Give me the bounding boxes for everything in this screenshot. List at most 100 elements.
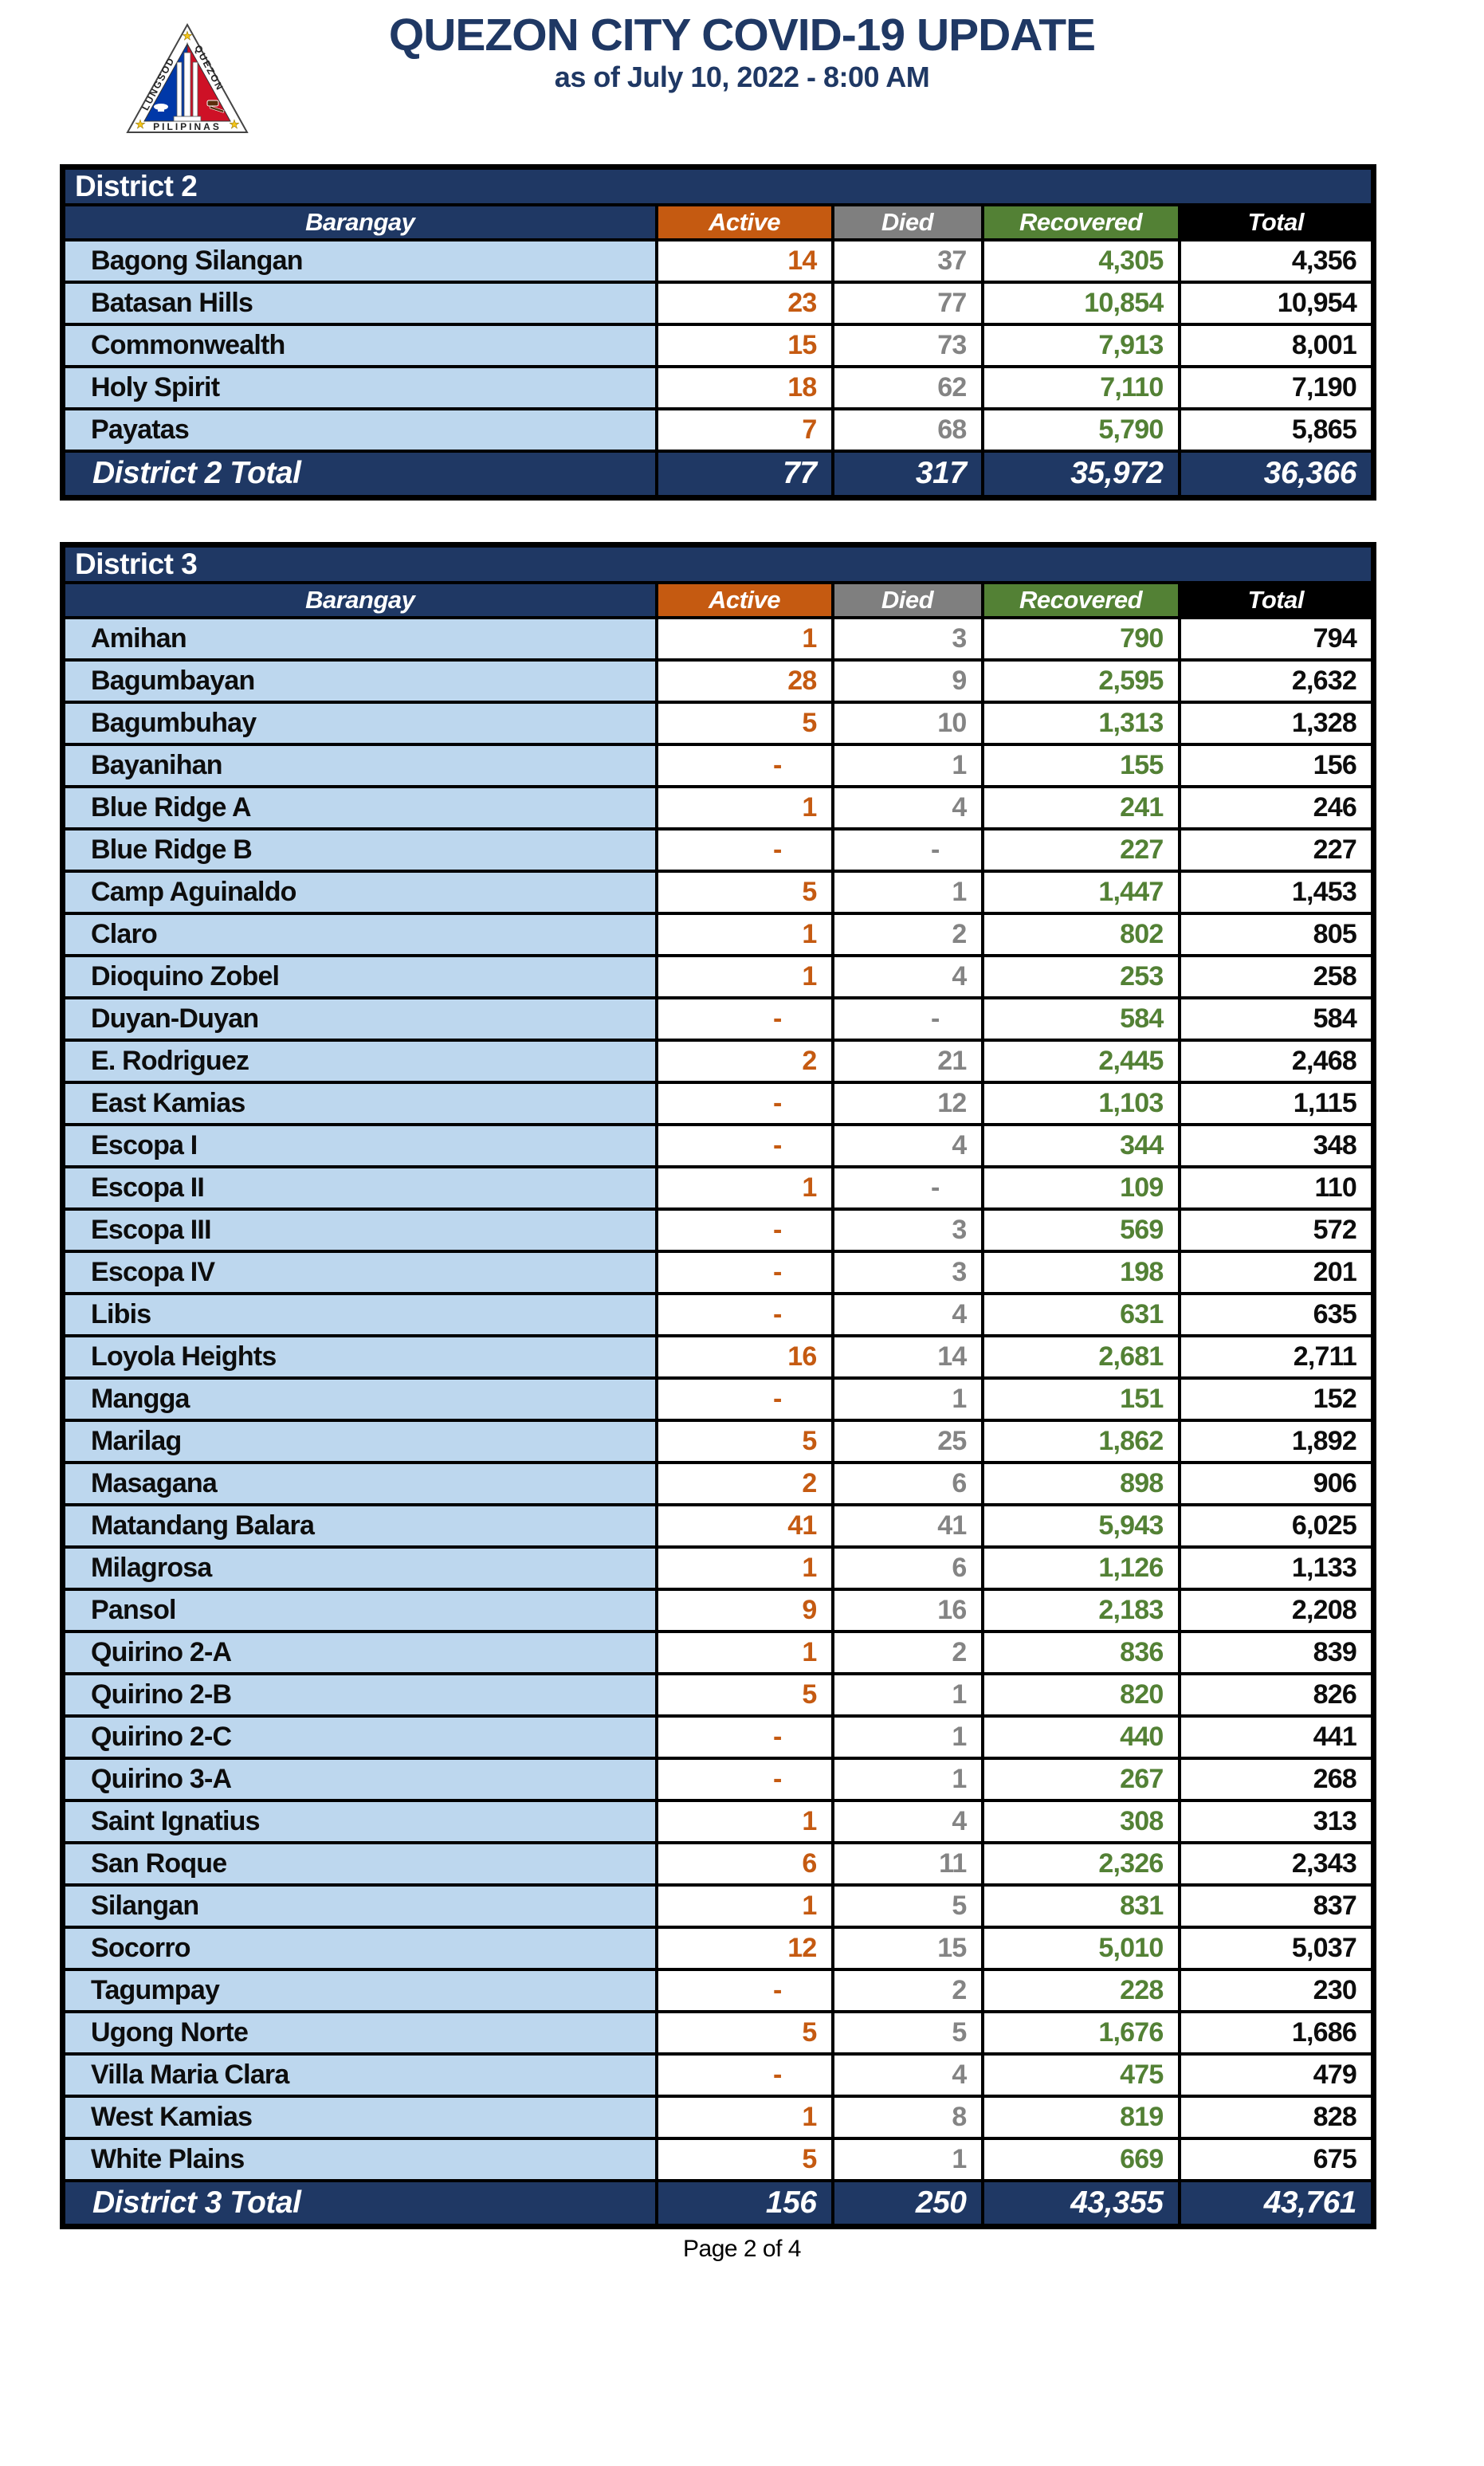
barangay-cell: E. Rodriguez — [61, 1038, 658, 1084]
active-cell: 28 — [654, 658, 834, 704]
barangay-cell: Holy Spirit — [61, 365, 658, 410]
column-header-recovered: Recovered — [980, 580, 1181, 619]
recovered-cell: 253 — [980, 953, 1181, 999]
total-cell: 2,343 — [1177, 1840, 1376, 1887]
died-cell: 1 — [830, 1376, 984, 1422]
table-row: Tagumpay -2 228 230 — [61, 1967, 1376, 2013]
barangay-cell: Escopa I — [61, 1122, 658, 1168]
recovered-cell: 198 — [980, 1249, 1181, 1295]
barangay-cell: Socorro — [61, 1925, 658, 1971]
active-cell: - — [654, 1122, 834, 1168]
barangay-cell: East Kamias — [61, 1080, 658, 1126]
table-row: Escopa I -4 344 348 — [61, 1122, 1376, 1168]
active-cell: 1 — [654, 1883, 834, 1929]
recovered-cell: 5,943 — [980, 1502, 1181, 1549]
died-cell: 41 — [830, 1502, 984, 1549]
active-cell: - — [654, 1080, 834, 1126]
recovered-cell: 831 — [980, 1883, 1181, 1929]
recovered-cell: 241 — [980, 784, 1181, 831]
recovered-cell: 7,110 — [980, 365, 1181, 410]
active-cell: - — [654, 742, 834, 788]
table-row: Holy Spirit 18 62 7,110 7,190 — [61, 365, 1376, 410]
died-cell: 2 — [830, 1629, 984, 1675]
barangay-cell: Quirino 2-C — [61, 1714, 658, 1760]
total-cell: 156 — [1177, 742, 1376, 788]
active-cell: 1 — [654, 2094, 834, 2140]
table-row: Escopa II 1-109 110 — [61, 1164, 1376, 1211]
total-cell: 246 — [1177, 784, 1376, 831]
district-table: District 2 Barangay Active Died Recovere… — [60, 164, 1376, 501]
total-cell: 1,328 — [1177, 700, 1376, 746]
active-cell: 5 — [654, 869, 834, 915]
district-total-total: 36,366 — [1177, 450, 1376, 499]
active-cell: 15 — [654, 323, 834, 368]
table-row: Dioquino Zobel 1 4 253 258 — [61, 953, 1376, 999]
district-total-died: 317 — [830, 450, 984, 499]
column-header-total: Total — [1177, 580, 1376, 619]
barangay-cell: White Plains — [61, 2136, 658, 2182]
died-cell: 21 — [830, 1038, 984, 1084]
recovered-cell: 1,103 — [980, 1080, 1181, 1126]
district-header-label: District 2 — [61, 165, 1376, 206]
recovered-cell: 2,326 — [980, 1840, 1181, 1887]
active-cell: 7 — [654, 407, 834, 453]
barangay-cell: Bagumbayan — [61, 658, 658, 704]
seal-text-pilipinas: PILIPINAS — [153, 121, 222, 132]
active-cell: - — [654, 1376, 834, 1422]
table-row: Batasan Hills 23 77 10,854 10,954 — [61, 281, 1376, 326]
barangay-cell: Marilag — [61, 1418, 658, 1464]
column-header-died: Died — [830, 203, 984, 241]
total-cell: 152 — [1177, 1376, 1376, 1422]
total-cell: 268 — [1177, 1756, 1376, 1802]
barangay-cell: Milagrosa — [61, 1545, 658, 1591]
active-cell: 1 — [654, 784, 834, 831]
recovered-cell: 1,126 — [980, 1545, 1181, 1591]
active-cell: - — [654, 1967, 834, 2013]
recovered-cell: 227 — [980, 827, 1181, 873]
column-header-recovered: Recovered — [980, 203, 1181, 241]
recovered-cell: 584 — [980, 995, 1181, 1042]
recovered-cell: 5,010 — [980, 1925, 1181, 1971]
recovered-cell: 2,595 — [980, 658, 1181, 704]
died-cell: 14 — [830, 1333, 984, 1380]
died-cell: 9 — [830, 658, 984, 704]
column-header-barangay: Barangay — [61, 203, 658, 241]
active-cell: - — [654, 2052, 834, 2098]
column-header-row: Barangay Active Died Recovered Total — [61, 203, 1376, 241]
table-row: Masagana 2 6 898 906 — [61, 1460, 1376, 1506]
recovered-cell: 669 — [980, 2136, 1181, 2182]
died-cell: 3 — [830, 615, 984, 662]
recovered-cell: 344 — [980, 1122, 1181, 1168]
recovered-cell: 475 — [980, 2052, 1181, 2098]
page-number: Page 2 of 4 — [683, 2236, 801, 2262]
barangay-cell: Claro — [61, 911, 658, 957]
died-cell: 2 — [830, 1967, 984, 2013]
died-cell: 62 — [830, 365, 984, 410]
died-cell: 6 — [830, 1460, 984, 1506]
recovered-cell: 898 — [980, 1460, 1181, 1506]
district-total-recovered: 35,972 — [980, 450, 1181, 499]
barangay-cell: Commonwealth — [61, 323, 658, 368]
table-row: Amihan 1 3 790 794 — [61, 615, 1376, 662]
recovered-cell: 228 — [980, 1967, 1181, 2013]
died-cell: 15 — [830, 1925, 984, 1971]
total-cell: 8,001 — [1177, 323, 1376, 368]
died-cell: 16 — [830, 1587, 984, 1633]
table-row: Bagumbuhay 5 10 1,313 1,328 — [61, 700, 1376, 746]
table-row: Bagumbayan 28 9 2,595 2,632 — [61, 658, 1376, 704]
died-cell: 3 — [830, 1207, 984, 1253]
total-cell: 110 — [1177, 1164, 1376, 1211]
recovered-cell: 790 — [980, 615, 1181, 662]
active-cell: - — [654, 1756, 834, 1802]
barangay-cell: Batasan Hills — [61, 281, 658, 326]
died-cell: - — [830, 995, 984, 1042]
table-row: Villa Maria Clara -4 475 479 — [61, 2052, 1376, 2098]
barangay-cell: Duyan-Duyan — [61, 995, 658, 1042]
recovered-cell: 1,862 — [980, 1418, 1181, 1464]
recovered-cell: 2,681 — [980, 1333, 1181, 1380]
active-cell: - — [654, 1249, 834, 1295]
district-header-label: District 3 — [61, 543, 1376, 584]
table-row: San Roque 6 11 2,326 2,343 — [61, 1840, 1376, 1887]
barangay-cell: Bagumbuhay — [61, 700, 658, 746]
table-row: Blue Ridge B - -227 227 — [61, 827, 1376, 873]
